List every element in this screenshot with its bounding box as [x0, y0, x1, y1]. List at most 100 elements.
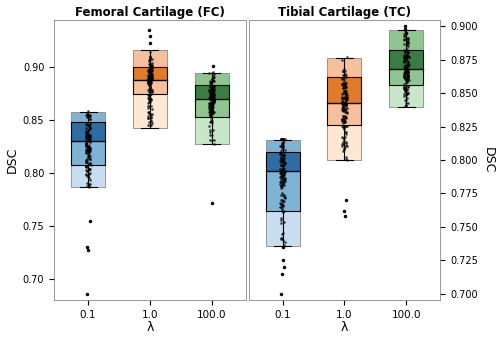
Point	[280, 264, 287, 270]
Point	[148, 65, 156, 70]
Point	[339, 141, 347, 147]
Point	[400, 68, 408, 73]
Point	[144, 109, 152, 114]
Point	[206, 81, 214, 86]
Point	[208, 85, 216, 90]
Point	[402, 64, 410, 70]
Point	[208, 107, 216, 112]
Point	[276, 143, 284, 149]
Point	[404, 71, 412, 76]
Bar	[266, 152, 300, 171]
Point	[342, 114, 350, 119]
Point	[343, 54, 351, 60]
Point	[342, 129, 350, 134]
Point	[277, 169, 285, 174]
Point	[208, 94, 216, 99]
Point	[342, 96, 349, 101]
Point	[86, 126, 94, 131]
Point	[402, 56, 410, 62]
Point	[148, 74, 156, 79]
Point	[86, 162, 94, 167]
Point	[209, 89, 217, 95]
Point	[144, 122, 152, 127]
Point	[209, 110, 217, 116]
Point	[400, 37, 408, 42]
Point	[84, 145, 92, 151]
Point	[280, 179, 288, 184]
Point	[206, 100, 214, 106]
Point	[146, 100, 154, 105]
Point	[342, 123, 350, 128]
Point	[145, 74, 153, 80]
Point	[342, 102, 349, 108]
Point	[338, 95, 346, 100]
Point	[340, 75, 347, 80]
Point	[86, 133, 94, 139]
Point	[84, 183, 92, 188]
Point	[280, 192, 288, 198]
Point	[400, 93, 408, 99]
Bar	[328, 103, 362, 125]
Point	[148, 67, 156, 72]
Point	[210, 95, 218, 101]
Point	[342, 106, 350, 112]
Point	[279, 182, 287, 187]
Point	[144, 98, 152, 104]
Point	[402, 70, 410, 75]
Point	[82, 291, 90, 297]
Point	[403, 47, 411, 52]
Point	[280, 199, 288, 204]
Point	[146, 70, 154, 75]
Point	[210, 84, 218, 90]
Point	[86, 177, 94, 183]
Point	[208, 115, 216, 120]
Point	[404, 87, 411, 92]
Point	[280, 180, 287, 185]
Point	[82, 157, 90, 163]
Point	[210, 127, 218, 133]
Point	[207, 99, 215, 105]
Point	[404, 43, 412, 48]
Point	[146, 66, 154, 72]
Point	[85, 181, 93, 187]
Point	[144, 86, 152, 91]
Point	[278, 173, 285, 179]
Point	[207, 110, 215, 115]
Point	[340, 109, 348, 115]
Point	[403, 41, 411, 46]
Point	[340, 115, 348, 120]
Point	[402, 90, 410, 96]
Point	[340, 78, 348, 84]
Point	[281, 240, 289, 245]
Point	[278, 205, 286, 210]
Point	[278, 136, 285, 141]
Point	[280, 163, 288, 168]
Point	[340, 68, 347, 74]
Point	[342, 134, 349, 139]
Point	[86, 145, 94, 151]
Point	[82, 141, 90, 146]
Point	[404, 35, 411, 40]
Point	[280, 155, 287, 161]
Point	[342, 87, 349, 93]
Point	[404, 62, 412, 67]
Point	[340, 115, 348, 120]
Point	[400, 24, 408, 29]
Point	[341, 69, 349, 74]
Point	[280, 230, 287, 236]
Point	[402, 53, 410, 58]
Point	[402, 53, 410, 58]
Point	[338, 57, 346, 63]
Point	[84, 112, 92, 118]
Point	[401, 55, 409, 60]
Point	[208, 89, 216, 95]
Point	[340, 118, 347, 123]
Point	[209, 69, 217, 74]
Point	[82, 159, 90, 165]
Point	[147, 118, 155, 124]
Point	[403, 38, 411, 44]
Point	[209, 88, 217, 94]
Point	[339, 116, 347, 122]
Point	[146, 49, 154, 55]
Point	[84, 122, 92, 128]
